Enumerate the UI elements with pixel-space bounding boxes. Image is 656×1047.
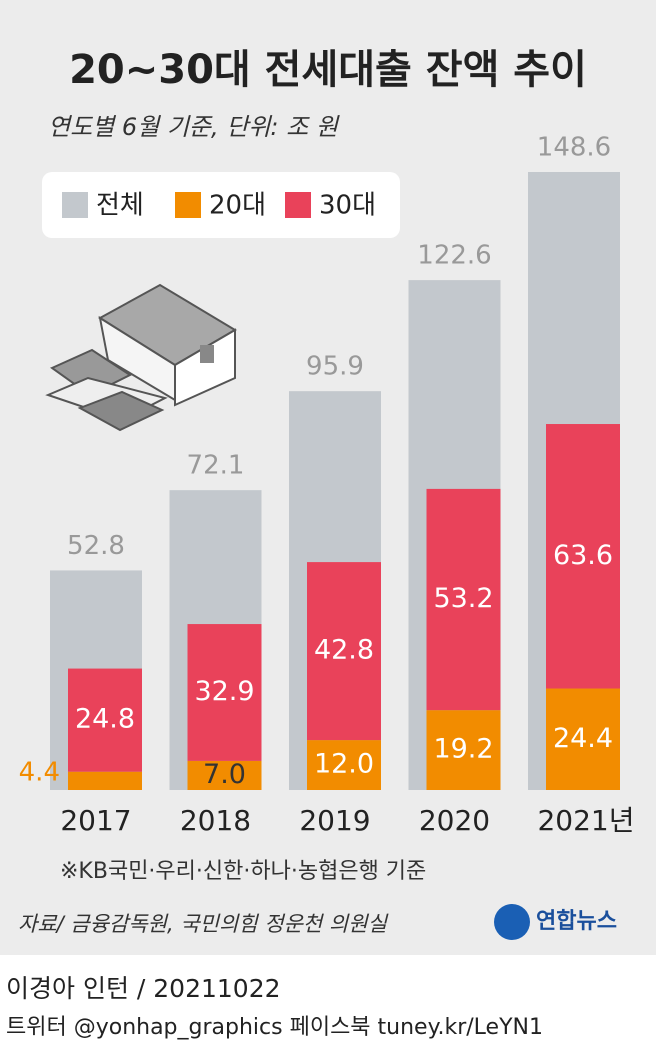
legend-label: 30대 — [319, 191, 376, 221]
legend-swatch — [175, 192, 201, 218]
note: ※KB국민·우리·신한·하나·농협은행 기준 — [60, 859, 426, 884]
footer-background — [0, 955, 656, 1047]
value-label: 4.4 — [19, 757, 60, 787]
bar-segment — [187, 760, 262, 790]
value-label: 24.4 — [553, 723, 613, 754]
x-tick-label: 2018 — [180, 804, 251, 837]
bar-segment — [546, 424, 620, 689]
legend-swatch — [285, 192, 311, 218]
value-label: 7.0 — [203, 759, 246, 790]
legend-label: 20대 — [209, 191, 266, 221]
value-label: 53.2 — [433, 583, 493, 614]
value-label: 63.6 — [553, 540, 613, 571]
x-tick-label: 2020 — [419, 804, 490, 837]
total-label: 72.1 — [187, 451, 245, 481]
chart-title: 20~30대 전세대출 잔액 추이 — [69, 47, 587, 93]
logo: 연합뉴스 — [536, 908, 617, 934]
legend-label: 전체 — [96, 191, 144, 221]
value-label: 42.8 — [314, 635, 374, 666]
x-tick-label: 2017 — [60, 804, 131, 837]
bar-segment — [307, 562, 381, 741]
bar-segment — [68, 771, 142, 790]
bar-segment — [426, 710, 501, 790]
x-tick-label: 2021년 — [537, 804, 634, 837]
value-label: 19.2 — [433, 734, 493, 765]
total-label: 52.8 — [67, 531, 125, 561]
bar-segment — [546, 688, 620, 790]
legend-swatch — [62, 192, 88, 218]
value-label: 32.9 — [194, 676, 254, 707]
social: 트위터 @yonhap_graphics 페이스북 tuney.kr/LeYN1 — [6, 1015, 543, 1040]
bar-segment — [426, 488, 501, 711]
logo-icon — [494, 904, 530, 940]
bar-segment — [68, 668, 142, 772]
legend-box — [42, 172, 400, 238]
credit: 이경아 인턴 / 20211022 — [6, 974, 281, 1003]
bar-segment — [307, 740, 381, 790]
source: 자료/ 금융감독원, 국민의힘 정운천 의원실 — [18, 912, 389, 936]
house-illustration — [45, 283, 237, 432]
total-label: 122.6 — [417, 241, 491, 271]
total-label: 95.9 — [306, 352, 364, 382]
value-label: 12.0 — [314, 749, 374, 780]
value-label: 24.8 — [75, 704, 135, 735]
bar-segment — [187, 624, 262, 761]
x-tick-label: 2019 — [299, 804, 370, 837]
total-label: 148.6 — [537, 133, 611, 163]
subtitle: 연도별 6월 기준, 단위: 조 원 — [48, 113, 340, 141]
